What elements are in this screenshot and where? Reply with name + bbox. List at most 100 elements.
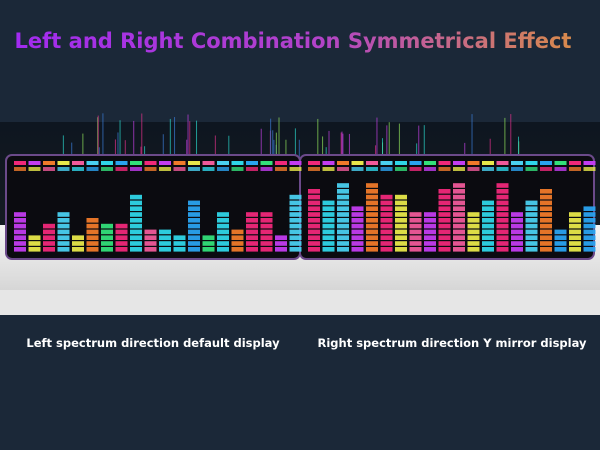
spectrum-cell <box>351 218 364 223</box>
spectrum-cell <box>115 235 128 240</box>
spectrum-cell <box>540 229 552 235</box>
spectrum-cell <box>231 241 244 246</box>
spectrum-cell <box>130 223 142 229</box>
peak-cap <box>380 161 393 165</box>
spectrum-cell <box>86 223 99 229</box>
peak-cap <box>57 167 70 171</box>
spectrum-cell <box>308 247 320 252</box>
spectrum-cell <box>453 194 465 200</box>
peak-cap <box>525 161 538 165</box>
peak-cap <box>289 161 302 165</box>
spectrum-cell <box>351 223 364 229</box>
spectrum-cell <box>395 212 407 217</box>
spectrum-cell <box>453 200 465 206</box>
peak-cap <box>101 161 113 165</box>
right-caption: Right spectrum direction Y mirror displa… <box>317 336 587 350</box>
peak-cap <box>569 161 581 165</box>
spectrum-cell <box>583 229 596 235</box>
peak-cap <box>144 167 157 171</box>
spectrum-cell <box>101 223 113 229</box>
peak-cap <box>231 167 244 171</box>
spectrum-cell <box>496 218 509 223</box>
spectrum-cell <box>188 212 200 217</box>
peak-cap <box>337 161 349 165</box>
peak-cap <box>72 167 84 171</box>
spectrum-cell <box>43 247 55 252</box>
spectrum-cell <box>366 229 378 235</box>
spectrum-cell <box>438 223 451 229</box>
peak-cap <box>511 161 523 165</box>
peak-cap <box>188 161 200 165</box>
peak-cap <box>217 161 229 165</box>
spectrum-cell <box>289 206 302 211</box>
left-caption: Left spectrum direction default display <box>26 336 280 350</box>
spectrum-cell <box>453 235 465 240</box>
peak-cap <box>496 161 509 165</box>
spectrum-cell <box>569 247 581 252</box>
spectrum-cell <box>337 241 349 246</box>
spectrum-cell <box>496 206 509 211</box>
spectrum-cell <box>511 218 523 223</box>
spectrum-cell <box>246 212 258 217</box>
spectrum-cell <box>86 218 99 223</box>
spectrum-cell <box>540 200 552 206</box>
spectrum-cell <box>322 223 335 229</box>
spectrum-cell <box>188 235 200 240</box>
spectrum-cell <box>453 229 465 235</box>
spectrum-cell <box>467 235 480 240</box>
spectrum-cell <box>130 200 142 206</box>
spectrum-cell <box>322 235 335 240</box>
spectrum-cell <box>130 194 142 200</box>
spectrum-cell <box>583 212 596 217</box>
spectrum-cell <box>482 241 494 246</box>
peak-cap <box>496 167 509 171</box>
spectrum-cell <box>496 247 509 252</box>
spectrum-cell <box>438 218 451 223</box>
peak-cap <box>308 161 320 165</box>
spectrum-cell <box>322 247 335 252</box>
spectrum-cell <box>496 200 509 206</box>
spectrum-cell <box>188 218 200 223</box>
spectrum-cell <box>496 229 509 235</box>
spectrum-cell <box>188 206 200 211</box>
spectrum-cell <box>202 241 215 246</box>
spectrum-cell <box>130 229 142 235</box>
spectrum-cell <box>115 223 128 229</box>
peak-cap <box>144 161 157 165</box>
peak-cap <box>554 167 567 171</box>
spectrum-cell <box>246 247 258 252</box>
spectrum-cell <box>322 218 335 223</box>
spectrum-cell <box>28 247 41 252</box>
spectrum-cell <box>482 200 494 206</box>
spectrum-cell <box>246 235 258 240</box>
spectrum-cell <box>540 223 552 229</box>
peak-cap <box>351 161 364 165</box>
spectrum-cell <box>525 212 538 217</box>
peak-cap <box>231 161 244 165</box>
spectrum-cell <box>525 223 538 229</box>
spectrum-cell <box>453 223 465 229</box>
peak-cap <box>246 167 258 171</box>
spectrum-cell <box>337 194 349 200</box>
spectrum-cell <box>569 229 581 235</box>
spectrum-cell <box>496 235 509 240</box>
spectrum-cell <box>308 189 320 194</box>
spectrum-cell <box>482 223 494 229</box>
spectrum-cell <box>308 212 320 217</box>
spectrum-cell <box>467 212 480 217</box>
spectrum-cell <box>308 218 320 223</box>
peak-cap <box>202 167 215 171</box>
peak-cap <box>424 161 436 165</box>
spectrum-cell <box>217 212 229 217</box>
spectrum-cell <box>395 218 407 223</box>
spectrum-cell <box>525 200 538 206</box>
spectrum-cell <box>569 235 581 240</box>
spectrum-cell <box>289 212 302 217</box>
spectrum-cell <box>351 206 364 211</box>
spectrum-cell <box>217 241 229 246</box>
spectrum-cell <box>217 223 229 229</box>
peak-cap <box>569 167 581 171</box>
spectrum-cell <box>583 206 596 211</box>
spectrum-cell <box>482 235 494 240</box>
